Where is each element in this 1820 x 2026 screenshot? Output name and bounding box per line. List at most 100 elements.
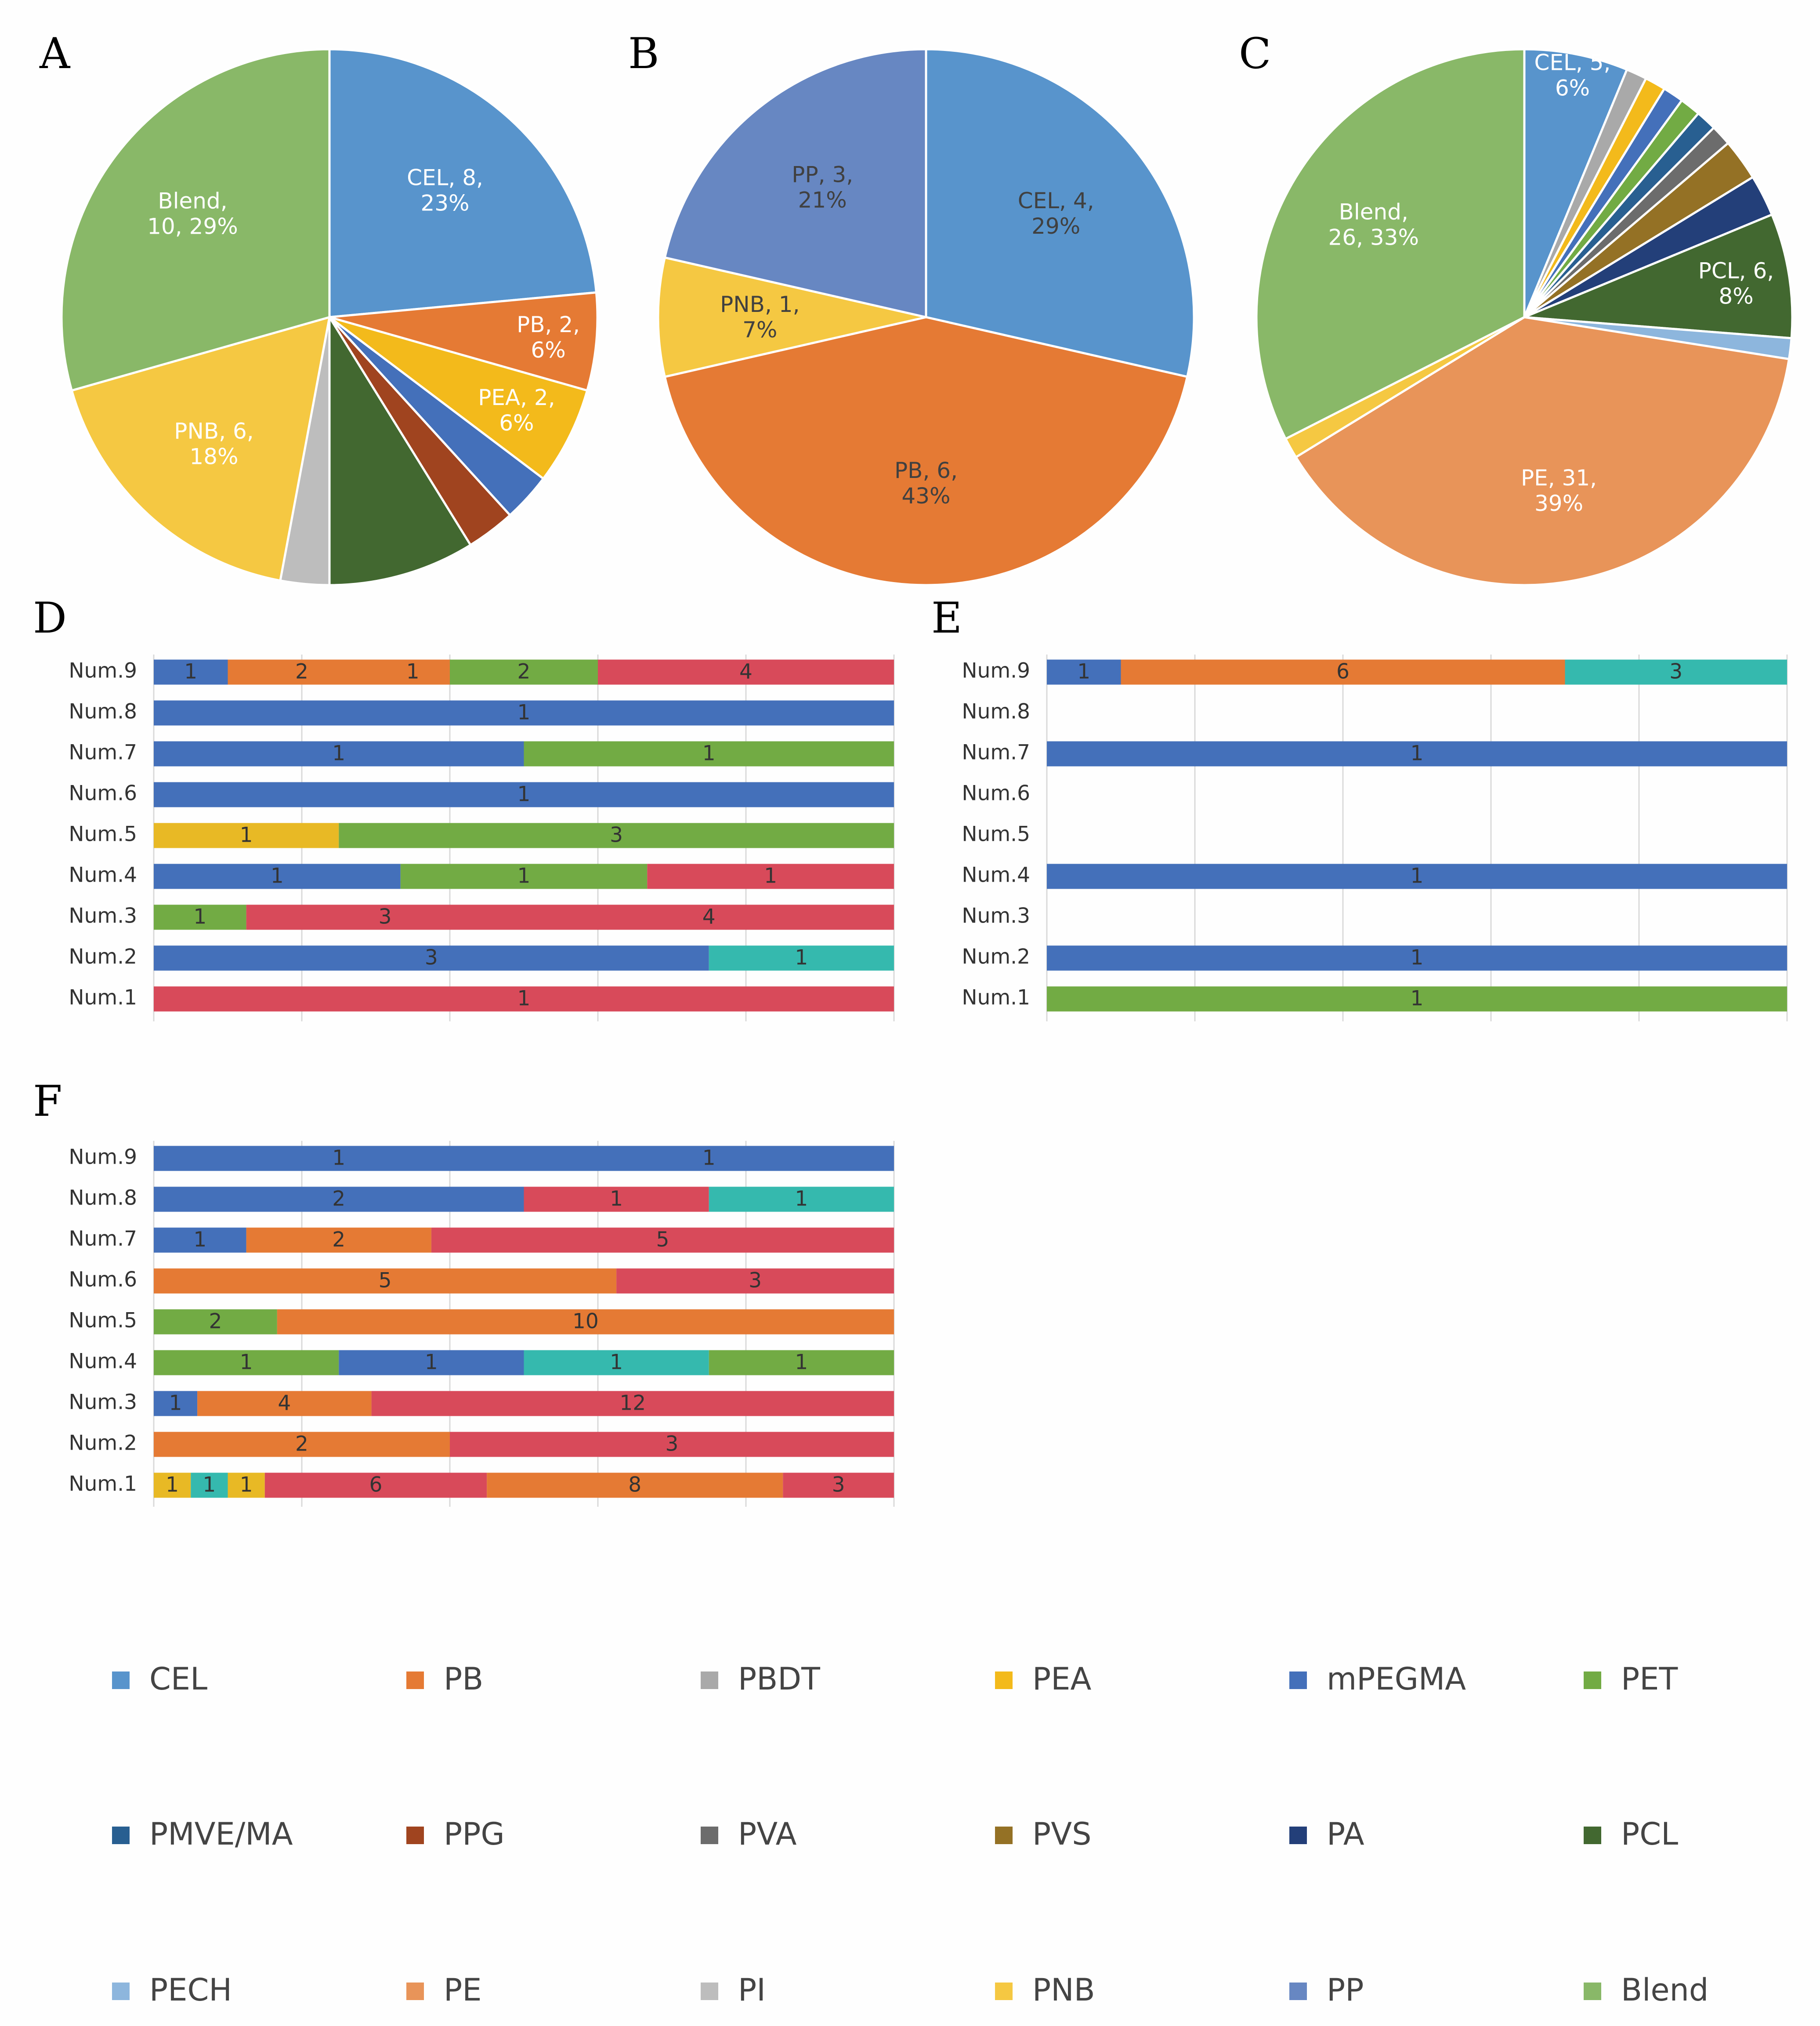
pie-label-line: 26, 33% <box>1328 225 1419 250</box>
bar-f-segment-label: 1 <box>702 1146 716 1170</box>
bar-e-category-label: Num.4 <box>962 863 1030 887</box>
legend-item-pi: PI <box>701 1972 766 2008</box>
bar-d-segment <box>228 659 376 685</box>
bar-d-segment-label: 1 <box>193 905 206 929</box>
legend-label-mpegma: mPEGMA <box>1327 1661 1466 1697</box>
legend-label-cel: CEL <box>149 1661 207 1697</box>
panel-letter-d: D <box>33 593 67 643</box>
legend-swatch-pp <box>1289 1983 1307 2000</box>
legend-swatch-pa <box>1289 1827 1307 1844</box>
pie-a-slice-blend <box>60 48 331 392</box>
legend-swatch-pcl <box>1584 1827 1601 1844</box>
pie-label-line: 6% <box>1555 76 1590 101</box>
legend-item-pb: PB <box>406 1661 483 1697</box>
pie-a-slice-pnb <box>70 315 331 582</box>
bar-f-segment <box>154 1268 617 1294</box>
legend-item-pet: PET <box>1584 1661 1678 1697</box>
pie-label-line: PNB, 1, <box>720 292 800 317</box>
pie-label-line: 39% <box>1534 491 1583 516</box>
bar-f-segment-label: 8 <box>628 1473 641 1497</box>
legend-swatch-blend <box>1584 1983 1601 2000</box>
legend-item-pmve-ma: PMVE/MA <box>112 1816 293 1852</box>
legend-label-pnb: PNB <box>1032 1972 1095 2008</box>
pie-c-slice-blend <box>1255 48 1526 441</box>
legend-item-pp: PP <box>1289 1972 1364 2008</box>
legend-label-pet: PET <box>1621 1661 1678 1697</box>
bar-d-segment <box>154 700 894 726</box>
bar-f-segment <box>616 1268 894 1294</box>
bar-f-segment <box>277 1309 894 1335</box>
bar-f-segment <box>709 1350 894 1375</box>
legend-label-pva: PVA <box>738 1816 797 1852</box>
legend-label-pbdt: PBDT <box>738 1661 820 1697</box>
bar-f-segment-label: 2 <box>295 1432 308 1456</box>
bar-e-category-label: Num.6 <box>962 781 1030 806</box>
legend-item-pea: PEA <box>995 1661 1091 1697</box>
bar-f-segment-label: 1 <box>425 1350 438 1375</box>
pie-label-line: PP, 3, <box>792 162 853 187</box>
legend-swatch-pbdt <box>701 1671 718 1689</box>
bar-d-segment-label: 3 <box>425 946 438 970</box>
bar-f-segment <box>524 1350 709 1375</box>
pie-a-label-pea: PEA, 2, 6% <box>478 385 555 436</box>
pie-c-label-pe: PE, 31, 39% <box>1521 465 1597 516</box>
bar-f-category-label: Num.7 <box>69 1227 137 1251</box>
pie-label-line: 29% <box>1031 213 1080 239</box>
bar-d-segment-label: 4 <box>739 660 753 684</box>
bar-d-segment-label: 1 <box>764 864 777 888</box>
pie-label-line: PNB, 6, <box>174 419 253 444</box>
bar-e-segment <box>1565 659 1787 685</box>
panel-letter-e: E <box>931 593 962 643</box>
legend-item-pcl: PCL <box>1584 1816 1678 1852</box>
pie-chart-a: CEL, 8, 23%PB, 2, 6%PEA, 2, 6%PNB, 6, 18%Ble… <box>60 48 599 586</box>
bar-d-segment-label: 2 <box>295 660 308 684</box>
pie-label-line: 10, 29% <box>147 214 238 239</box>
panel-letter-f: F <box>33 1077 62 1126</box>
panel-letter-a: A <box>39 29 71 78</box>
bar-d-segment <box>154 904 246 930</box>
legend-swatch-mpegma <box>1289 1671 1307 1689</box>
legend-label-pi: PI <box>738 1972 766 2008</box>
legend-swatch-pea <box>995 1671 1013 1689</box>
bar-f-segment-label: 1 <box>169 1391 182 1415</box>
pie-label-line: 6% <box>499 410 534 436</box>
bar-d-segment <box>154 741 524 767</box>
pie-label-line: 21% <box>798 187 847 213</box>
bar-f-category-label: Num.3 <box>69 1390 137 1415</box>
pie-label-line: CEL, 8, <box>407 165 483 190</box>
bar-d-segment <box>400 864 648 889</box>
bar-f-category-label: Num.1 <box>69 1472 137 1496</box>
legend-label-pb: PB <box>444 1661 483 1697</box>
legend-swatch-pech <box>112 1983 130 2000</box>
pie-label-line: PB, 6, <box>894 458 958 483</box>
bar-f-segment-label: 3 <box>749 1269 762 1293</box>
legend-item-pva: PVA <box>701 1816 797 1852</box>
pie-label-line: CEL, 4, <box>1018 188 1094 213</box>
bar-f-segment <box>246 1227 431 1253</box>
legend-swatch-ppg <box>406 1827 424 1844</box>
bar-f-segment <box>154 1472 191 1498</box>
pie-c-label-blend: Blend, 26, 33% <box>1328 199 1419 250</box>
pie-a-slice-pcl <box>328 313 472 586</box>
bar-d-segment-label: 1 <box>795 946 808 970</box>
bar-e-segment <box>1047 864 1787 889</box>
pie-a-slice-pb <box>329 291 599 392</box>
bar-d-category-label: Num.8 <box>69 700 137 724</box>
bar-f-segment-label: 1 <box>332 1146 345 1170</box>
pie-label-line: 43% <box>901 483 950 509</box>
bar-f-category-label: Num.5 <box>69 1309 137 1333</box>
pie-label-line: Blend, <box>158 188 227 214</box>
bar-f-segment-label: 1 <box>240 1350 253 1375</box>
bar-d-segment-label: 1 <box>702 742 716 766</box>
pie-label-line: CEL, 5, <box>1534 50 1611 76</box>
legend-item-pa: PA <box>1289 1816 1364 1852</box>
bar-f-segment <box>154 1309 277 1335</box>
bar-d-segment <box>154 823 339 848</box>
bar-f-segment-label: 5 <box>656 1228 669 1252</box>
legend-swatch-pnb <box>995 1983 1013 2000</box>
pie-label-line: 18% <box>189 444 238 470</box>
pie-b-label-cel: CEL, 4, 29% <box>1018 188 1094 239</box>
bar-f-segment <box>524 1146 894 1171</box>
